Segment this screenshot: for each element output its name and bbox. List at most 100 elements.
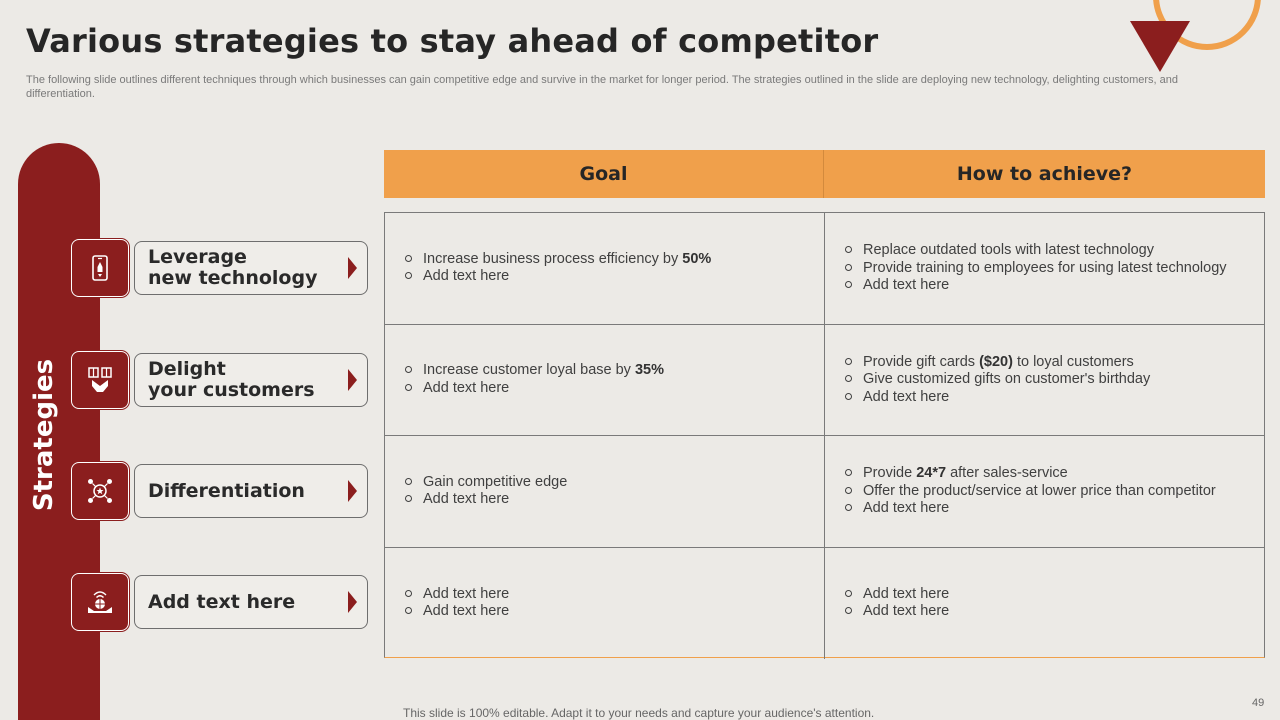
bullet-circle-icon bbox=[405, 477, 412, 485]
chevron-right-icon bbox=[348, 591, 357, 613]
bullet-circle-icon bbox=[405, 383, 412, 391]
bullet-circle-icon bbox=[405, 589, 412, 597]
strategy-label: Differentiation bbox=[148, 479, 305, 502]
how-cell: Provide gift cards ($20) to loyal custom… bbox=[825, 325, 1264, 436]
bullet-text: Offer the product/service at lower price… bbox=[863, 482, 1216, 499]
page-number: 49 bbox=[1252, 697, 1265, 709]
strategy-differentiation: Differentiation bbox=[134, 464, 368, 518]
bullet-text: Add text here bbox=[863, 603, 950, 620]
bullet-highlight: 24*7 bbox=[916, 465, 947, 481]
bullet-circle-icon bbox=[845, 375, 852, 382]
bullet-item: Give customized gifts on customer's birt… bbox=[845, 371, 1264, 389]
bullet-text: Add text here bbox=[863, 585, 950, 602]
bullet-circle-icon bbox=[845, 589, 852, 597]
table-row: Add text here Add text here Add text here… bbox=[385, 547, 1264, 660]
slide-subtitle: The following slide outlines different t… bbox=[26, 74, 1179, 100]
bullet-text: Add text here bbox=[863, 277, 950, 293]
bullet-text: Increase business process efficiency by … bbox=[423, 250, 712, 267]
bullet-text: Gain competitive edge bbox=[423, 473, 568, 490]
bullet-text: Replace outdated tools with latest techn… bbox=[863, 242, 1154, 258]
bullet-item: Increase business process efficiency by … bbox=[405, 251, 824, 269]
bullet-item: Add text here bbox=[405, 268, 824, 286]
goal-cell: Increase business process efficiency by … bbox=[385, 213, 825, 324]
how-cell: Provide 24*7 after sales-service Offer th… bbox=[825, 436, 1264, 547]
bullet-circle-icon bbox=[845, 504, 852, 511]
how-cell: Replace outdated tools with latest techn… bbox=[825, 213, 1264, 324]
bullet-circle-icon bbox=[845, 246, 852, 253]
bullet-text: Add text here bbox=[423, 603, 510, 620]
header-goal: Goal bbox=[384, 150, 824, 198]
bullet-circle-icon bbox=[405, 272, 412, 280]
bullet-item: Gain competitive edge bbox=[405, 474, 824, 492]
bullet-circle-icon bbox=[845, 486, 852, 494]
bullet-text: Increase customer loyal base by 35% bbox=[423, 362, 664, 379]
bullet-text: Add text here bbox=[423, 491, 510, 508]
bullet-item: Add text here bbox=[845, 500, 1264, 518]
table-row: Increase customer loyal base by 35% Add t… bbox=[385, 324, 1264, 436]
mobile-rocket-icon bbox=[71, 239, 129, 297]
strategy-label: Delight your customers bbox=[148, 358, 315, 401]
bullet-text: Provide 24*7 after sales-service bbox=[863, 465, 1068, 481]
slide-footer: This slide is 100% editable. Adapt it to… bbox=[403, 706, 875, 720]
bullet-item: Increase customer loyal base by 35% bbox=[405, 362, 824, 380]
globe-hand-icon bbox=[71, 573, 129, 631]
bullet-text: Add text here bbox=[423, 379, 510, 396]
bullet-item: Replace outdated tools with latest techn… bbox=[845, 242, 1264, 260]
table-row: Increase business process efficiency by … bbox=[385, 213, 1264, 325]
bullet-circle-icon bbox=[845, 263, 852, 271]
bullet-highlight: 35% bbox=[634, 362, 664, 379]
strategy-label: Leverage new technology bbox=[148, 246, 318, 289]
strategy-delight-customers: Delight your customers bbox=[134, 353, 368, 407]
bullet-item: Add text here bbox=[405, 603, 824, 621]
strategy-label: Add text here bbox=[148, 590, 296, 613]
strategy-add-text: Add text here bbox=[134, 575, 368, 629]
bullet-circle-icon bbox=[845, 357, 852, 365]
gift-hand-icon bbox=[71, 351, 129, 409]
bullet-highlight: ($20) bbox=[979, 353, 1013, 370]
bullet-circle-icon bbox=[845, 281, 852, 288]
bullet-circle-icon bbox=[405, 254, 412, 262]
bullet-item: Add text here bbox=[845, 277, 1264, 295]
table-header: Goal How to achieve? bbox=[384, 150, 1265, 198]
goal-cell: Increase customer loyal base by 35% Add t… bbox=[385, 324, 825, 435]
bullet-text-after: to loyal customers bbox=[1012, 353, 1134, 370]
bullet-item: Add text here bbox=[405, 380, 824, 398]
strategy-table: Increase business process efficiency by … bbox=[384, 212, 1265, 660]
bullet-circle-icon bbox=[845, 469, 852, 476]
bullet-item: Add text here bbox=[845, 603, 1264, 621]
bullet-highlight: 50% bbox=[682, 250, 712, 267]
bullet-item: Add text here bbox=[845, 586, 1264, 604]
strategy-leverage-technology: Leverage new technology bbox=[134, 241, 368, 295]
strategies-label: Strategies bbox=[29, 358, 59, 512]
bullet-circle-icon bbox=[405, 495, 412, 503]
bullet-text: Add text here bbox=[863, 388, 950, 405]
bullet-item: Provide 24*7 after sales-service bbox=[845, 465, 1264, 483]
chevron-right-icon bbox=[348, 257, 357, 279]
goal-cell: Gain competitive edge Add text here bbox=[385, 436, 825, 547]
bullet-circle-icon bbox=[845, 607, 852, 615]
chevron-right-icon bbox=[348, 480, 357, 502]
bullet-item: Provide gift cards ($20) to loyal custom… bbox=[845, 354, 1264, 372]
bullet-item: Add text here bbox=[845, 389, 1264, 407]
bullet-text: Add text here bbox=[423, 585, 510, 602]
header-how-to-achieve: How to achieve? bbox=[956, 163, 1133, 185]
slide-title: Various strategies to stay ahead of comp… bbox=[26, 22, 879, 60]
bullet-circle-icon bbox=[405, 366, 412, 374]
table-row: Gain competitive edge Add text here Provi… bbox=[385, 436, 1264, 548]
bullet-text: Provide training to employees for using … bbox=[863, 259, 1227, 276]
corner-decoration bbox=[1120, 0, 1280, 80]
bullet-text: Add text here bbox=[863, 500, 950, 516]
bullet-text: Provide gift cards ($20) to loyal custom… bbox=[863, 353, 1134, 370]
bullet-item: Provide training to employees for using … bbox=[845, 260, 1264, 278]
star-network-icon bbox=[71, 462, 129, 520]
bullet-item: Add text here bbox=[405, 586, 824, 604]
goal-cell: Add text here Add text here bbox=[385, 547, 825, 659]
how-cell: Add text here Add text here bbox=[825, 548, 1264, 660]
bullet-circle-icon bbox=[405, 607, 412, 615]
bullet-item: Add text here bbox=[405, 491, 824, 509]
bullet-text: Give customized gifts on customer's birt… bbox=[863, 371, 1151, 387]
bullet-circle-icon bbox=[845, 392, 852, 400]
bullet-text-after: after sales-service bbox=[946, 465, 1068, 481]
bullet-text: Add text here bbox=[423, 268, 510, 285]
chevron-right-icon bbox=[348, 369, 357, 391]
